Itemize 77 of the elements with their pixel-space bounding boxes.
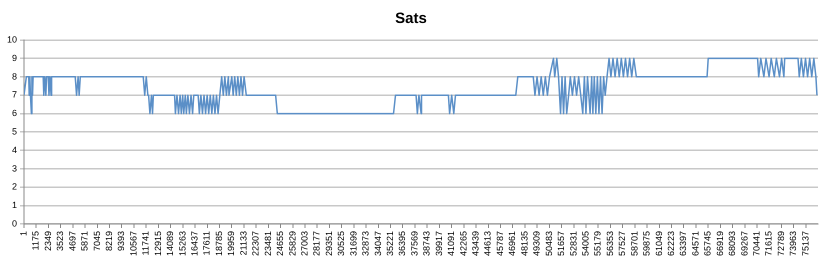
y-tick-label: 6 <box>12 108 18 118</box>
x-tick-label: 45787 <box>494 230 505 256</box>
x-tick-label: 23481 <box>262 230 273 256</box>
x-tick-label: 28177 <box>312 230 322 256</box>
x-tick-label: 51657 <box>556 230 566 256</box>
x-tick-label: 5871 <box>80 230 90 252</box>
x-tick-label: 73963 <box>788 230 798 256</box>
y-tick-label: 3 <box>12 163 18 174</box>
y-tick-label: 0 <box>12 218 18 228</box>
x-tick-label: 1 <box>18 230 28 236</box>
x-tick-label: 41091 <box>446 230 456 256</box>
y-tick-label: 7 <box>12 90 18 100</box>
x-tick-label: 56353 <box>604 230 615 256</box>
y-tick-label: 10 <box>6 34 18 44</box>
y-tick-label: 1 <box>12 200 18 210</box>
x-tick-label: 27003 <box>299 230 310 256</box>
x-tick-label: 19959 <box>226 230 236 256</box>
x-tick-label: 68093 <box>727 230 738 256</box>
x-tick-label: 17611 <box>202 230 212 256</box>
x-tick-label: 58701 <box>629 230 640 256</box>
x-tick-label: 72789 <box>776 230 786 256</box>
x-tick-label: 29351 <box>324 230 334 256</box>
chart-title: Sats <box>395 10 427 28</box>
y-tick-label: 8 <box>12 71 18 82</box>
x-tick-label: 21133 <box>238 230 248 256</box>
x-tick-label: 63397 <box>678 230 688 256</box>
x-tick-label: 64571 <box>690 230 700 256</box>
y-tick-label: 4 <box>12 144 18 155</box>
x-tick-label: 16437 <box>190 230 200 256</box>
x-tick-label: 14089 <box>165 230 176 256</box>
x-tick-label: 9393 <box>116 230 126 252</box>
x-tick-label: 22307 <box>250 230 261 256</box>
x-tick-label: 66919 <box>714 230 725 256</box>
x-tick-label: 49309 <box>532 230 542 256</box>
x-tick-label: 55179 <box>592 230 603 256</box>
x-tick-label: 31699 <box>348 230 358 256</box>
x-tick-label: 4697 <box>67 230 78 252</box>
x-tick-label: 71615 <box>764 230 774 256</box>
x-tick-label: 38743 <box>422 230 432 256</box>
x-tick-label: 37569 <box>409 230 420 256</box>
x-tick-label: 32873 <box>360 230 371 256</box>
x-tick-label: 8219 <box>104 230 114 252</box>
y-tick-label: 2 <box>12 182 18 192</box>
x-tick-label: 24655 <box>275 230 286 256</box>
x-tick-label: 36395 <box>397 230 408 256</box>
x-tick-label: 59875 <box>642 230 652 256</box>
x-tick-label: 61049 <box>654 230 664 256</box>
x-tick-label: 48135 <box>519 230 530 256</box>
x-tick-label: 2349 <box>42 230 53 252</box>
x-tick-label: 43439 <box>470 230 481 256</box>
x-tick-label: 42265 <box>458 230 468 256</box>
x-tick-label: 11741 <box>140 230 151 256</box>
x-tick-label: 57527 <box>617 230 628 256</box>
x-tick-label: 7045 <box>92 230 102 252</box>
x-tick-label: 25829 <box>287 230 298 256</box>
x-tick-label: 50483 <box>544 230 554 256</box>
x-tick-label: 62223 <box>666 230 676 256</box>
x-tick-label: 46961 <box>507 230 518 256</box>
x-tick-label: 44613 <box>482 230 493 256</box>
x-tick-label: 70441 <box>752 230 762 256</box>
x-tick-label: 35221 <box>385 230 396 256</box>
x-tick-label: 15263 <box>177 230 188 256</box>
x-tick-label: 69267 <box>739 230 750 256</box>
x-tick-label: 75137 <box>800 230 810 256</box>
x-tick-label: 34047 <box>372 230 383 256</box>
x-tick-label: 3523 <box>55 230 66 252</box>
x-tick-label: 10567 <box>128 230 138 256</box>
x-tick-label: 30525 <box>336 230 346 256</box>
x-tick-label: 1175 <box>30 230 41 250</box>
y-tick-label: 9 <box>12 52 18 63</box>
y-tick-label: 5 <box>12 126 18 136</box>
x-tick-label: 65745 <box>702 230 713 256</box>
x-tick-label: 18785 <box>214 230 224 256</box>
x-tick-label: 39917 <box>434 230 444 256</box>
x-tick-label: 54005 <box>580 230 590 256</box>
x-tick-label: 12915 <box>152 230 163 256</box>
x-tick-label: 52831 <box>568 230 578 256</box>
